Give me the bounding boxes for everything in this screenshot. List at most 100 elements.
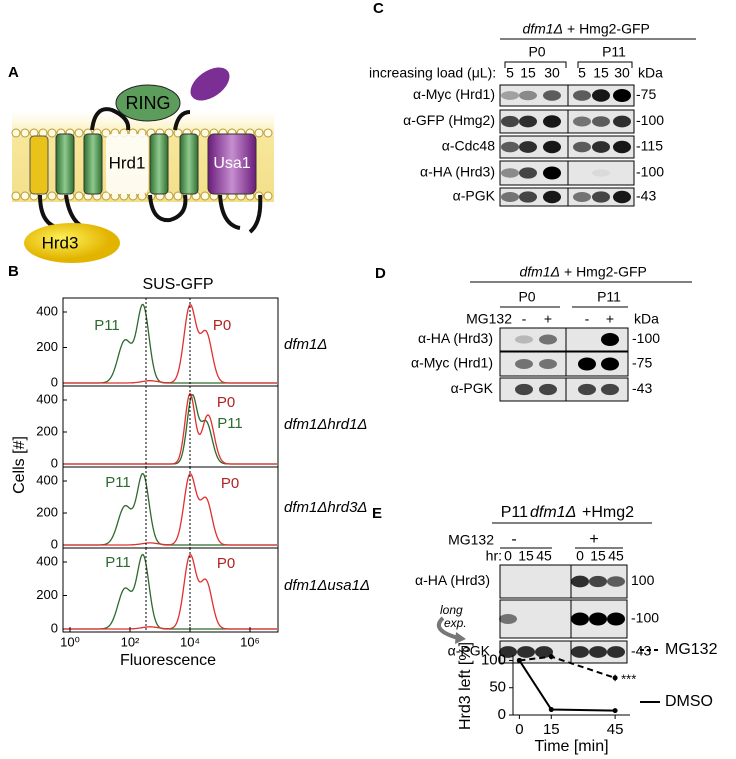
load-label: 30 bbox=[614, 65, 630, 81]
band bbox=[601, 333, 619, 346]
band bbox=[613, 89, 631, 102]
time-label: 15 bbox=[590, 548, 606, 564]
y-tick-label: 200 bbox=[36, 504, 58, 519]
point bbox=[548, 654, 554, 660]
note: long bbox=[440, 603, 463, 617]
kda-label: -100 bbox=[631, 610, 659, 626]
legend-label: DMSO bbox=[665, 693, 713, 710]
band bbox=[573, 116, 591, 127]
time-label: 0 bbox=[504, 548, 512, 564]
band bbox=[607, 612, 625, 626]
construct: + Hmg2-GFP bbox=[567, 21, 650, 37]
annotation: *** bbox=[621, 671, 636, 686]
arrow bbox=[437, 616, 459, 640]
hrd1-label: Hrd1 bbox=[109, 153, 146, 172]
lipid-head bbox=[47, 191, 57, 201]
kda-label: -43 bbox=[632, 380, 652, 396]
hrd3-label: Hrd3 bbox=[42, 233, 79, 252]
band bbox=[519, 141, 537, 153]
band bbox=[515, 383, 533, 396]
kda-label: -75 bbox=[636, 86, 656, 102]
kda-label: -75 bbox=[632, 355, 652, 371]
band bbox=[592, 116, 610, 127]
plot-title: SUS-GFP bbox=[142, 276, 213, 293]
curve-label: P0 bbox=[217, 394, 235, 411]
construct: + Hmg2-GFP bbox=[564, 264, 647, 280]
x-tick-label: 15 bbox=[543, 721, 560, 738]
treatment-label: MG132 bbox=[466, 311, 512, 327]
group-bracket bbox=[577, 61, 633, 68]
usa1-domain bbox=[190, 67, 230, 101]
helix bbox=[149, 133, 169, 195]
histogram-curve bbox=[64, 472, 277, 546]
title-prefix: P11 bbox=[501, 504, 528, 521]
plot-frame bbox=[62, 466, 279, 549]
band bbox=[607, 646, 625, 658]
band bbox=[573, 141, 591, 153]
strain-label: dfm1Δ bbox=[284, 336, 327, 353]
band bbox=[573, 90, 591, 101]
y-tick-label: 50 bbox=[489, 679, 506, 696]
band bbox=[543, 140, 561, 154]
load-label: 5 bbox=[506, 65, 514, 81]
time-label: hr: bbox=[486, 548, 502, 564]
usa1-label: Usa1 bbox=[213, 155, 250, 172]
lipid-head bbox=[20, 128, 30, 138]
antibody-label: α-GFP (Hmg2) bbox=[403, 112, 495, 128]
time-label: 45 bbox=[608, 548, 624, 564]
strain: dfm1Δ bbox=[522, 21, 563, 37]
band bbox=[571, 575, 589, 588]
histogram-curve bbox=[64, 553, 277, 630]
y-tick-label: 0 bbox=[51, 620, 58, 635]
kda-label: kDa bbox=[638, 65, 663, 81]
helix-highlight bbox=[106, 134, 148, 194]
band bbox=[543, 166, 561, 180]
lipid-head bbox=[164, 191, 174, 201]
y-tick-label: 400 bbox=[36, 391, 58, 406]
helix bbox=[83, 133, 103, 195]
band bbox=[519, 167, 537, 179]
load-label: 30 bbox=[544, 65, 560, 81]
legend-label: MG132 bbox=[665, 641, 718, 658]
curve-label: P0 bbox=[213, 317, 231, 334]
y-tick-label: 400 bbox=[36, 303, 58, 318]
panel-label: C bbox=[373, 0, 384, 17]
series-line bbox=[518, 659, 616, 712]
antibody-label: α-HA (Hrd3) bbox=[420, 164, 495, 180]
band bbox=[613, 115, 631, 128]
band bbox=[501, 91, 519, 100]
band bbox=[519, 115, 537, 128]
y-tick-label: 400 bbox=[36, 553, 58, 568]
panel-a: A RING Hrd1 Usa1 Hrd3 bbox=[8, 64, 274, 263]
band bbox=[601, 357, 619, 371]
point bbox=[548, 707, 554, 713]
band bbox=[515, 359, 533, 369]
band bbox=[592, 89, 610, 102]
lipid-head bbox=[173, 128, 183, 138]
lipid-head bbox=[173, 191, 183, 201]
lipid-head bbox=[263, 128, 273, 138]
blot bbox=[499, 327, 629, 352]
lipid-head bbox=[11, 191, 21, 201]
x-tick-label: 0 bbox=[515, 721, 523, 738]
band bbox=[499, 646, 517, 658]
lipid-head bbox=[47, 128, 57, 138]
point bbox=[516, 657, 522, 663]
kda-label: -100 bbox=[632, 330, 660, 346]
band bbox=[501, 192, 519, 202]
group-label: P0 bbox=[518, 289, 535, 305]
x-tick-label: 10⁶ bbox=[240, 634, 260, 649]
lipid-head bbox=[254, 128, 264, 138]
lipid-head bbox=[74, 128, 84, 138]
histogram-curve bbox=[64, 472, 277, 546]
helix bbox=[207, 133, 257, 195]
histogram-curve bbox=[64, 553, 277, 630]
y-tick-label: 0 bbox=[51, 536, 58, 551]
point bbox=[612, 708, 618, 714]
band bbox=[501, 168, 519, 178]
y-axis-label: Cells [#] bbox=[11, 436, 28, 494]
panel-label: A bbox=[8, 64, 19, 81]
x-tick-label: 45 bbox=[607, 721, 624, 738]
hrd3-protein bbox=[24, 223, 120, 263]
